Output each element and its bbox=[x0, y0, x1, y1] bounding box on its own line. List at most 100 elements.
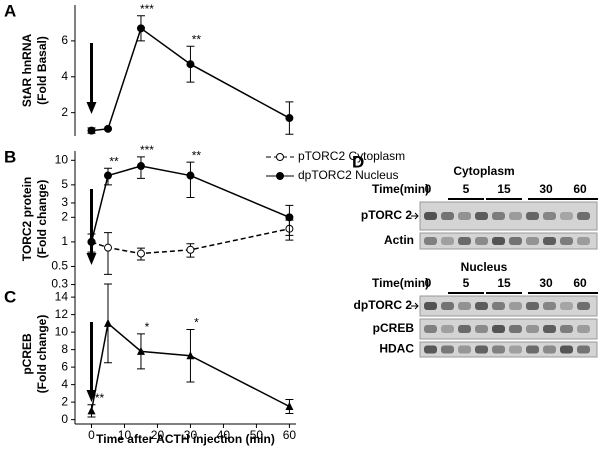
significance-label: ** bbox=[109, 154, 119, 168]
y-tick-label: 2 bbox=[61, 210, 68, 224]
significance-label: *** bbox=[140, 143, 154, 157]
time-label: Time(min) bbox=[372, 182, 429, 196]
blot-band bbox=[560, 325, 573, 333]
blot-band bbox=[560, 237, 573, 245]
marker bbox=[103, 124, 112, 133]
blot-band bbox=[424, 302, 437, 310]
time-value: 60 bbox=[573, 182, 587, 196]
blot-band bbox=[492, 345, 505, 354]
marker bbox=[186, 171, 195, 180]
legend-label: dpTORC2 Nucleus bbox=[298, 168, 399, 182]
blot-band bbox=[441, 212, 454, 220]
time-value: 0 bbox=[425, 182, 432, 196]
marker bbox=[186, 245, 195, 254]
x-tick-label: 40 bbox=[217, 428, 231, 442]
time-value: 5 bbox=[463, 276, 470, 290]
y-tick-label: 0 bbox=[61, 412, 68, 426]
blot-band bbox=[475, 237, 488, 245]
marker bbox=[285, 213, 294, 222]
time-value: 15 bbox=[497, 182, 511, 196]
legend-label: pTORC2 Cytoplasm bbox=[298, 149, 405, 163]
blot-band bbox=[526, 325, 539, 333]
row-arrow bbox=[411, 212, 419, 220]
y-axis-label: TORC2 protein bbox=[20, 177, 34, 261]
significance-label: ** bbox=[192, 32, 202, 46]
marker bbox=[136, 162, 145, 171]
y-axis-label: (Fold change) bbox=[35, 180, 49, 259]
x-tick-label: 30 bbox=[184, 428, 198, 442]
significance-label: * bbox=[194, 316, 199, 330]
blot-band bbox=[441, 302, 454, 310]
y-tick-label: 12 bbox=[55, 307, 69, 321]
legend-marker bbox=[276, 172, 284, 180]
blot-band bbox=[475, 345, 488, 354]
y-tick-label: 1 bbox=[61, 234, 68, 248]
marker bbox=[186, 351, 195, 360]
y-axis-label: pCREB bbox=[20, 333, 34, 375]
significance-label: ** bbox=[95, 391, 105, 405]
blot-band bbox=[441, 237, 454, 245]
blot-band bbox=[492, 237, 505, 245]
blot-band bbox=[475, 325, 488, 333]
y-tick-label: 0.5 bbox=[51, 259, 68, 273]
blot-band bbox=[526, 237, 539, 245]
x-tick-label: 50 bbox=[250, 428, 264, 442]
blot-title: Cytoplasm bbox=[453, 164, 514, 178]
acth-arrow-head bbox=[86, 253, 97, 265]
blot-band bbox=[543, 212, 556, 220]
time-value: 15 bbox=[497, 276, 511, 290]
marker bbox=[103, 171, 112, 180]
time-value: 30 bbox=[539, 276, 553, 290]
y-tick-label: 4 bbox=[61, 69, 68, 83]
y-tick-label: 4 bbox=[61, 377, 68, 391]
blot-band bbox=[458, 345, 471, 354]
legend-marker bbox=[276, 153, 284, 161]
blot-band bbox=[543, 302, 556, 310]
marker bbox=[103, 318, 112, 327]
row-label: HDAC bbox=[379, 342, 414, 356]
y-axis-label: StAR hnRNA bbox=[20, 34, 34, 108]
blot-band bbox=[441, 345, 454, 354]
blot-band bbox=[543, 325, 556, 333]
error-bar bbox=[103, 232, 112, 275]
row-arrow bbox=[411, 302, 419, 310]
y-tick-label: 0.3 bbox=[51, 277, 68, 291]
row-label: dpTORC 2 bbox=[354, 298, 413, 312]
blot-band bbox=[424, 212, 437, 220]
blot-title: Nucleus bbox=[461, 260, 508, 274]
marker bbox=[136, 249, 145, 258]
significance-label: ** bbox=[192, 148, 202, 162]
marker bbox=[136, 24, 145, 33]
blot-strip bbox=[419, 295, 598, 317]
blot-band bbox=[577, 302, 590, 310]
blot-band bbox=[509, 212, 522, 220]
marker bbox=[103, 243, 112, 252]
y-tick-label: 10 bbox=[55, 324, 69, 338]
significance-label: *** bbox=[140, 2, 154, 16]
blot-band bbox=[526, 212, 539, 220]
y-tick-label: 8 bbox=[61, 342, 68, 356]
y-axis-label: (Fold change) bbox=[35, 315, 49, 394]
y-tick-label: 6 bbox=[61, 359, 68, 373]
blot-band bbox=[577, 345, 590, 354]
x-tick-label: 0 bbox=[88, 428, 95, 442]
y-tick-label: 2 bbox=[61, 105, 68, 119]
blot-band bbox=[458, 325, 471, 333]
marker bbox=[186, 60, 195, 69]
y-tick-label: 3 bbox=[61, 195, 68, 209]
blot-band bbox=[458, 212, 471, 220]
blot-band bbox=[543, 345, 556, 354]
panel-label: B bbox=[4, 147, 16, 166]
blot-band bbox=[509, 345, 522, 354]
time-value: 5 bbox=[463, 182, 470, 196]
y-tick-label: 6 bbox=[61, 33, 68, 47]
blot-band bbox=[526, 302, 539, 310]
blot-strip bbox=[419, 318, 598, 340]
blot-band bbox=[492, 302, 505, 310]
blot-band bbox=[509, 237, 522, 245]
blot-band bbox=[577, 237, 590, 245]
y-axis-label: (Fold Basal) bbox=[35, 36, 49, 105]
blot-band bbox=[509, 302, 522, 310]
blot-band bbox=[509, 325, 522, 333]
